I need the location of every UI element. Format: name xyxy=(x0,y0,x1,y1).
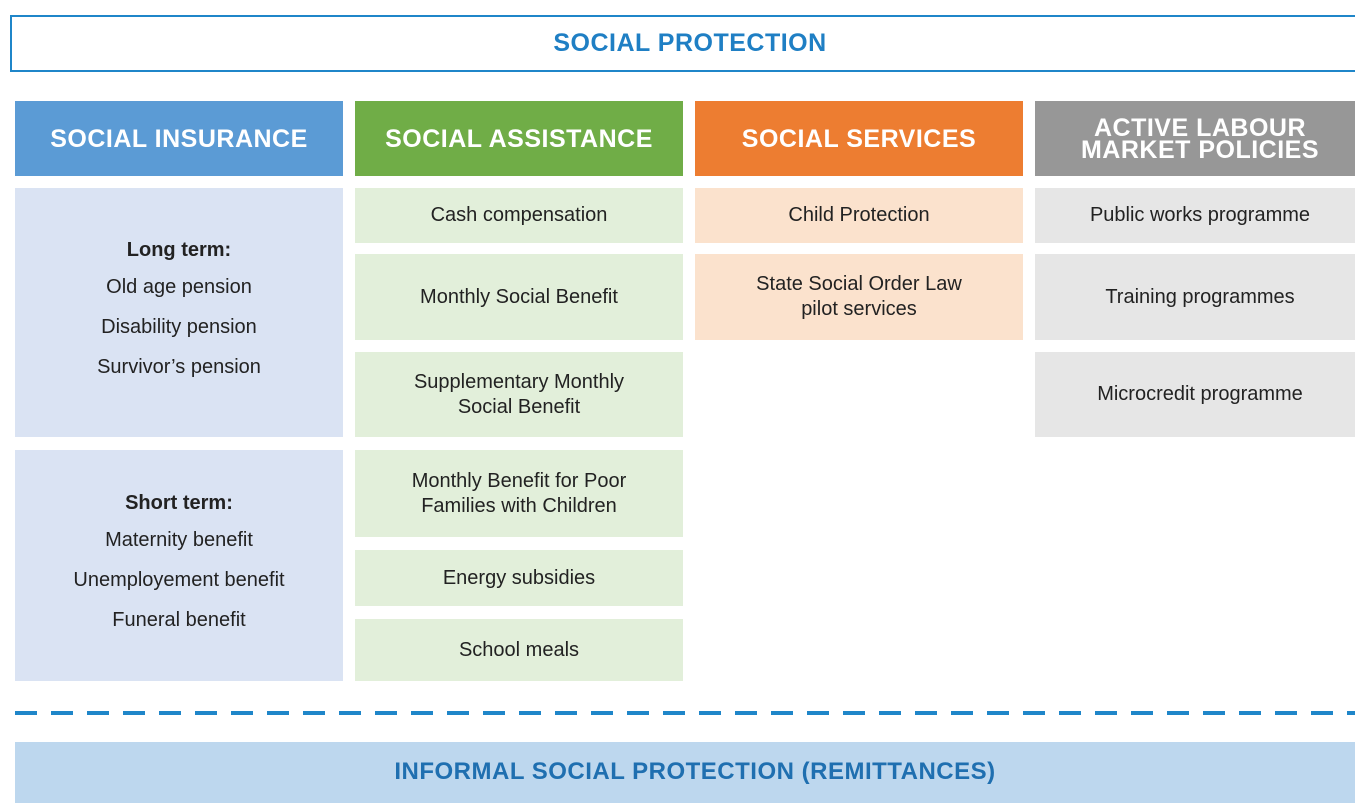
item-box: Supplementary Monthly Social Benefit xyxy=(355,352,683,437)
item-line: Public works programme xyxy=(1089,204,1311,226)
item-line: Survivor’s pension xyxy=(97,356,261,378)
header-line: SOCIAL INSURANCE xyxy=(50,124,308,153)
item-box: Child Protection xyxy=(695,188,1023,243)
column-header: SOCIAL SERVICES xyxy=(695,101,1023,176)
column-header: SOCIAL ASSISTANCE xyxy=(355,101,683,176)
item-line: Training programmes xyxy=(1105,285,1295,308)
item-line: Unemployement benefit xyxy=(73,569,285,591)
column-header: ACTIVE LABOUR MARKET POLICIES xyxy=(1035,101,1355,176)
item-box: Monthly Social Benefit xyxy=(355,254,683,340)
item-box: Energy subsidies xyxy=(355,550,683,606)
item-box: Short term: Maternity benefit Unemployemen… xyxy=(15,450,343,681)
item-box: Microcredit programme xyxy=(1035,352,1355,437)
item-box: State Social Order Law pilot services xyxy=(695,254,1023,340)
column-header: SOCIAL INSURANCE xyxy=(15,101,343,176)
item-box: Public works programme xyxy=(1035,188,1355,243)
item-line: Cash compensation xyxy=(430,204,608,226)
title: SOCIAL PROTECTION xyxy=(10,15,1355,72)
item-line: Monthly Benefit for Poor xyxy=(411,469,627,492)
item-line: Old age pension xyxy=(106,276,252,298)
item-line: Energy subsidies xyxy=(442,566,596,589)
item-line: School meals xyxy=(458,638,580,661)
item-box: Long term: Old age pension Disability pens… xyxy=(15,188,343,437)
item-line: Disability pension xyxy=(101,316,257,338)
header-line: MARKET POLICIES xyxy=(1080,135,1320,164)
item-box: Training programmes xyxy=(1035,254,1355,340)
header-line: SOCIAL ASSISTANCE xyxy=(385,124,653,153)
item-line: Funeral benefit xyxy=(112,609,246,631)
item-box: Monthly Benefit for Poor Families with Ch… xyxy=(355,450,683,537)
item-line: State Social Order Law xyxy=(756,273,962,295)
header-line: SOCIAL SERVICES xyxy=(741,124,977,153)
item-box: School meals xyxy=(355,619,683,681)
item-line: Child Protection xyxy=(788,204,930,226)
item-box: Cash compensation xyxy=(355,188,683,243)
item-line: pilot services xyxy=(801,298,917,320)
item-line: Monthly Social Benefit xyxy=(420,285,618,308)
footer: INFORMAL SOCIAL PROTECTION (REMITTANCES) xyxy=(15,742,1355,803)
item-heading: Short term: xyxy=(125,492,233,514)
item-line: Maternity benefit xyxy=(105,529,253,551)
header-line: ACTIVE LABOUR xyxy=(1093,113,1307,142)
item-line: Supplementary Monthly xyxy=(413,370,625,393)
item-heading: Long term: xyxy=(126,239,232,261)
item-line: Families with Children xyxy=(421,494,617,517)
item-line: Microcredit programme xyxy=(1097,383,1303,405)
item-line: Social Benefit xyxy=(457,395,581,418)
